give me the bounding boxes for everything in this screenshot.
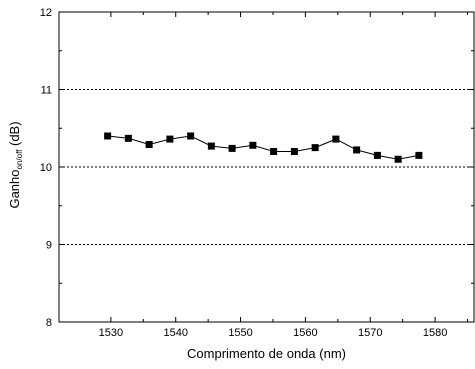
x-tick-label-1550: 1550 <box>228 327 252 339</box>
x-tick-label-1530: 1530 <box>99 327 123 339</box>
data-point-1 <box>124 134 132 142</box>
data-point-6 <box>228 144 236 152</box>
data-point-9 <box>290 148 298 155</box>
y-tick-label-9: 9 <box>46 240 52 252</box>
x-tick-label-1580: 1580 <box>423 327 447 339</box>
data-point-8 <box>270 148 278 155</box>
data-point-11 <box>332 135 340 143</box>
tick-labels: 1530 1540 1550 1560 1570 1580 8 9 10 11 12 <box>40 7 448 339</box>
gridlines <box>59 89 474 245</box>
x-tick-label-1560: 1560 <box>293 327 317 339</box>
y-axis-title-subscript: on/off <box>15 149 24 170</box>
data-point-12 <box>353 146 361 154</box>
data-point-4 <box>187 132 195 140</box>
x-tick-label-1540: 1540 <box>163 327 187 339</box>
data-point-2 <box>145 141 153 149</box>
data-point-3 <box>166 135 174 143</box>
data-point-5 <box>207 142 215 150</box>
y-axis-title-unit: (dB) <box>7 121 22 149</box>
ticks <box>59 11 474 323</box>
y-axis-title: Ganhoon/off (dB) <box>7 121 24 208</box>
y-axis-title-main: Ganho <box>7 170 22 209</box>
x-tick-label-1570: 1570 <box>358 327 382 339</box>
data-point-15 <box>415 151 423 159</box>
data-point-7 <box>249 141 257 149</box>
data-point-14 <box>394 155 402 163</box>
data-point-10 <box>311 144 319 152</box>
y-tick-label-10: 10 <box>40 162 52 174</box>
y-tick-label-8: 8 <box>46 317 52 329</box>
x-axis-title: Comprimento de onda (nm) <box>187 346 346 361</box>
y-tick-label-11: 11 <box>41 85 52 97</box>
data-point-0 <box>104 132 112 140</box>
data-point-13 <box>373 151 381 159</box>
series-line-0 <box>107 135 419 160</box>
data-series <box>104 132 423 163</box>
y-tick-label-12: 12 <box>40 7 52 19</box>
